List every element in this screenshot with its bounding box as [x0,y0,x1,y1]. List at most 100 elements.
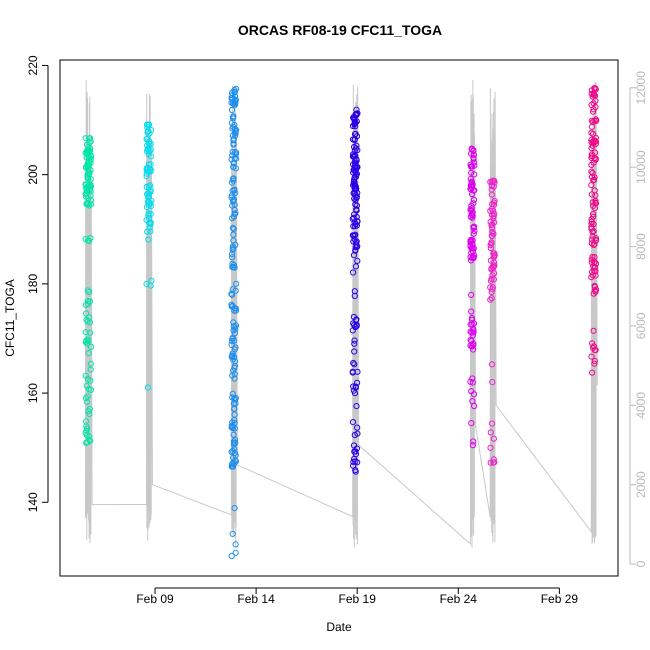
data-point [468,169,475,176]
data-point [588,218,595,225]
data-point [83,316,90,323]
data-point [82,135,89,142]
data-point [86,170,93,177]
x-tick-label: Feb 19 [339,592,377,606]
data-point [469,321,476,328]
data-point [228,192,235,199]
y-axis-label: CFC11_TOGA [3,279,17,357]
x-tick-label: Feb 24 [440,592,478,606]
data-point [231,364,238,371]
data-point [350,214,357,221]
data-point [351,361,358,368]
data-point [231,505,238,512]
plot-frame [59,59,619,577]
data-point [350,252,358,259]
data-point [488,205,495,212]
data-point [231,264,238,271]
y2-tick-label: 2000 [634,471,648,498]
data-point [468,205,475,212]
data-point [487,277,494,284]
data-point [591,241,598,248]
data-point [232,457,239,464]
data-point [354,459,361,466]
data-point [229,530,236,538]
data-points-layer [82,85,600,560]
data-point [490,456,497,463]
data-point [588,117,596,124]
data-point [350,442,358,449]
data-point [351,288,358,295]
data-point [467,237,475,244]
data-point [230,231,237,238]
data-point [143,148,151,155]
data-point [349,419,357,426]
data-point [588,136,595,143]
data-point [592,346,599,354]
data-point [352,468,359,475]
data-point [229,224,236,231]
data-point [591,254,598,261]
data-point [82,329,89,336]
data-point [592,235,600,242]
data-point [228,552,235,560]
data-point [353,321,360,328]
data-point [232,358,239,365]
data-point [228,463,235,470]
data-point [489,263,497,270]
data-point [351,348,358,355]
data-point [588,216,595,223]
data-point [592,149,599,156]
data-point [588,139,595,146]
data-point [589,142,596,149]
data-point [85,147,92,154]
data-point [144,124,151,131]
data-point [144,142,151,149]
data-point [87,343,95,350]
data-point [591,264,598,271]
data-point [83,432,90,439]
data-point [84,287,91,294]
y2-tick-label: 12000 [634,71,648,105]
data-point [144,384,152,391]
data-point [468,150,475,157]
data-point [352,263,359,270]
data-point [229,286,236,293]
y-tick-label: 200 [26,164,40,184]
data-point [468,388,475,395]
data-point [228,461,236,468]
data-point [143,280,150,288]
data-point [468,420,475,427]
data-point [147,203,154,210]
data-point [231,449,239,456]
data-point [86,288,93,296]
data-point [87,197,95,204]
data-point [147,161,154,168]
data-point [488,211,495,218]
data-point [489,272,496,279]
data-point [143,170,150,177]
data-point [232,287,239,294]
data-point [83,200,90,208]
data-point [489,379,496,386]
y-axis-right: 0 2000 4000 6000 8000 10000 12000 [629,71,648,567]
data-point [231,370,238,378]
data-point [491,270,498,277]
data-point [590,241,597,249]
data-point [83,439,91,446]
data-point [86,298,94,305]
data-point [491,259,498,266]
data-point [350,269,357,276]
data-point [487,444,494,451]
data-point [86,135,94,142]
data-point [349,327,356,334]
data-point [353,157,360,164]
y-tick-label: 220 [26,55,40,75]
data-point [148,277,155,284]
x-tick-label: Feb 29 [541,592,579,606]
data-point [87,360,94,367]
data-point [232,439,239,446]
data-point [470,245,477,252]
data-point [229,334,236,341]
data-point [228,448,235,456]
